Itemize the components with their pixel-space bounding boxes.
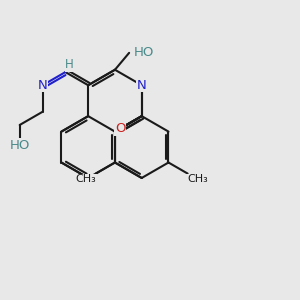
Text: HO: HO [134,46,154,59]
Text: HO: HO [10,139,30,152]
Text: CH₃: CH₃ [76,174,97,184]
Text: N: N [38,79,47,92]
Text: N: N [137,79,147,92]
Text: O: O [115,122,125,135]
Text: CH₃: CH₃ [187,174,208,184]
Text: H: H [65,58,74,71]
